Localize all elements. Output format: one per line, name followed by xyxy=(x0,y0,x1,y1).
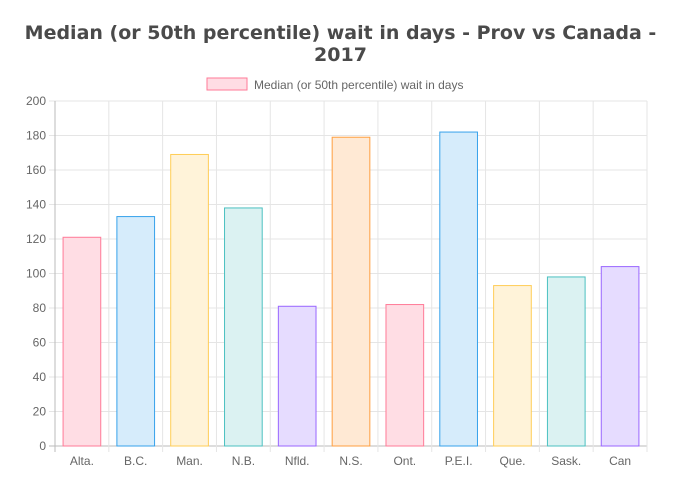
bar-sask[interactable] xyxy=(546,276,586,447)
x-tick-label: N.B. xyxy=(232,454,255,468)
bars xyxy=(62,131,640,447)
legend[interactable]: Median (or 50th percentile) wait in days xyxy=(206,77,463,92)
x-tick-label: Can xyxy=(609,454,631,468)
x-axis: Alta. B.C. Man. N.B. Nfld. N.S. Ont. P.E.I. Que.… xyxy=(70,454,631,468)
bar-man[interactable] xyxy=(170,153,209,447)
x-tick-label: N.S. xyxy=(339,454,362,468)
bar-bc[interactable] xyxy=(116,216,156,447)
y-tick-label: 120 xyxy=(26,232,46,246)
bar-ont[interactable] xyxy=(385,304,425,447)
x-tick-label: Alta. xyxy=(70,454,94,468)
bar-can[interactable] xyxy=(600,266,640,447)
legend-swatch[interactable] xyxy=(206,77,248,91)
bar-pei[interactable] xyxy=(439,131,478,447)
bar-nb[interactable] xyxy=(224,207,263,447)
y-tick-label: 100 xyxy=(26,267,46,281)
y-tick-label: 40 xyxy=(33,370,47,384)
x-tick-label: Ont. xyxy=(393,454,416,468)
y-tick-label: 160 xyxy=(26,163,46,177)
x-tick-label: Sask. xyxy=(551,454,581,468)
y-tick-label: 20 xyxy=(33,405,47,419)
y-tick-label: 0 xyxy=(39,439,46,453)
x-tick-label: B.C. xyxy=(124,454,147,468)
x-tick-label: P.E.I. xyxy=(445,454,473,468)
x-tick-label: Que. xyxy=(499,454,525,468)
y-axis: 0 20 40 60 80 100 120 140 160 180 200 xyxy=(26,94,46,453)
bar-alta[interactable] xyxy=(62,236,102,447)
bar-que[interactable] xyxy=(493,285,532,447)
y-tick-label: 80 xyxy=(33,301,47,315)
y-tick-label: 140 xyxy=(26,198,46,212)
y-tick-label: 180 xyxy=(26,129,46,143)
bar-nfld[interactable] xyxy=(277,305,317,447)
y-tick-label: 200 xyxy=(26,94,46,108)
x-tick-label: Man. xyxy=(176,454,203,468)
legend-label[interactable]: Median (or 50th percentile) wait in days xyxy=(254,78,463,92)
chart-title: Median (or 50th percentile) wait in days… xyxy=(24,22,657,66)
x-tick-label: Nfld. xyxy=(285,454,310,468)
bar-ns[interactable] xyxy=(331,136,371,447)
y-tick-label: 60 xyxy=(33,336,47,350)
